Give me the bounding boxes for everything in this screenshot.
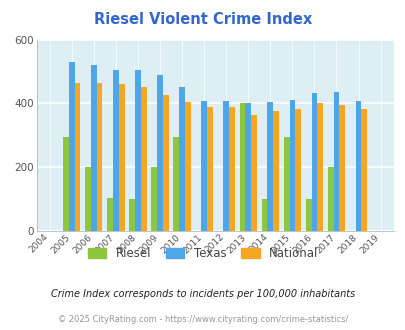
Text: © 2025 CityRating.com - https://www.cityrating.com/crime-statistics/: © 2025 CityRating.com - https://www.city…: [58, 315, 347, 324]
Bar: [107, 197, 113, 231]
Legend: Riesel, Texas, National: Riesel, Texas, National: [87, 247, 318, 260]
Bar: [360, 109, 366, 231]
Bar: [75, 82, 80, 231]
Bar: [305, 199, 311, 231]
Bar: [185, 102, 190, 231]
Bar: [162, 95, 168, 231]
Bar: [251, 115, 256, 231]
Bar: [261, 199, 267, 231]
Bar: [289, 100, 294, 231]
Bar: [173, 137, 179, 231]
Bar: [223, 101, 228, 231]
Bar: [245, 103, 251, 231]
Bar: [283, 137, 289, 231]
Bar: [63, 137, 69, 231]
Text: Riesel Violent Crime Index: Riesel Violent Crime Index: [94, 12, 311, 26]
Bar: [129, 199, 135, 231]
Bar: [339, 105, 344, 231]
Bar: [157, 75, 162, 231]
Bar: [273, 112, 278, 231]
Bar: [69, 62, 75, 231]
Bar: [96, 82, 102, 231]
Bar: [119, 83, 124, 231]
Bar: [113, 70, 119, 231]
Bar: [201, 101, 207, 231]
Bar: [135, 70, 141, 231]
Bar: [317, 103, 322, 231]
Bar: [91, 65, 96, 231]
Bar: [228, 107, 234, 231]
Text: Crime Index corresponds to incidents per 100,000 inhabitants: Crime Index corresponds to incidents per…: [51, 289, 354, 299]
Bar: [239, 103, 245, 231]
Bar: [355, 101, 360, 231]
Bar: [267, 102, 273, 231]
Bar: [151, 167, 157, 231]
Bar: [311, 93, 317, 231]
Bar: [207, 107, 212, 231]
Bar: [333, 92, 339, 231]
Bar: [179, 87, 185, 231]
Bar: [294, 109, 300, 231]
Bar: [327, 167, 333, 231]
Bar: [141, 87, 146, 231]
Bar: [85, 167, 91, 231]
